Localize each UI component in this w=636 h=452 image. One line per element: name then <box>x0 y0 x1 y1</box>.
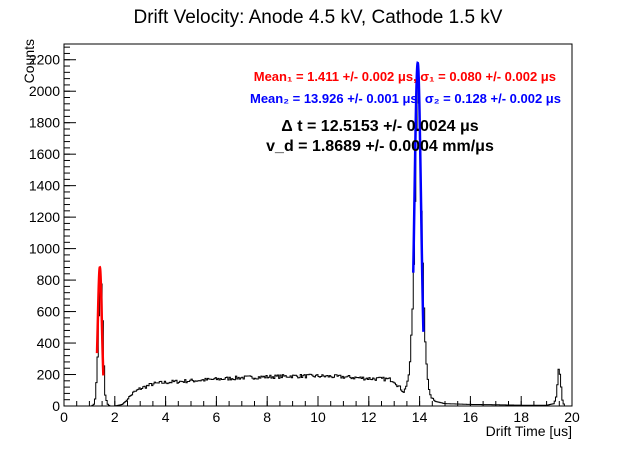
x-tick-label: 8 <box>263 409 271 425</box>
y-tick-label: 1000 <box>29 241 60 257</box>
chart-title: Drift Velocity: Anode 4.5 kV, Cathode 1.… <box>134 7 503 28</box>
histogram-series <box>64 63 572 407</box>
x-tick-label: 4 <box>162 409 170 425</box>
x-tick-label: 6 <box>213 409 221 425</box>
y-tick-label: 1600 <box>29 146 60 162</box>
y-tick-label: 0 <box>52 398 60 414</box>
x-tick-label: 12 <box>361 409 377 425</box>
y-tick-label: 200 <box>37 367 61 383</box>
x-tick-label: 16 <box>463 409 479 425</box>
y-tick-label: 1800 <box>29 115 60 131</box>
annotation-drift-velocity: v_d = 1.8689 +/- 0.0004 mm/μs <box>266 138 494 155</box>
gaussian-fit-2 <box>412 61 425 332</box>
x-tick-label: 18 <box>513 409 529 425</box>
y-tick-label: 800 <box>37 272 61 288</box>
annotation-delta-t: Δ t = 12.5153 +/- 0.0024 μs <box>281 118 479 135</box>
annotation-mean2: Mean₂ = 13.926 +/- 0.001 μs, σ₂ = 0.128 … <box>250 91 561 106</box>
x-tick-label: 20 <box>564 409 580 425</box>
x-tick-label: 10 <box>310 409 326 425</box>
x-tick-label: 2 <box>111 409 119 425</box>
y-tick-label: 600 <box>37 304 61 320</box>
x-tick-label: 0 <box>60 409 68 425</box>
y-tick-label: 2000 <box>29 83 60 99</box>
plot-area: 0 2 4 6 8 10 12 14 16 18 2002004006008001000120014… <box>29 43 580 425</box>
y-tick-label: 400 <box>37 335 61 351</box>
y-tick-label: 2200 <box>29 52 60 68</box>
x-axis-label: Drift Time [us] <box>486 423 572 439</box>
x-tick-label: 14 <box>412 409 428 425</box>
y-tick-label: 1400 <box>29 178 60 194</box>
gaussian-fit-1 <box>95 265 105 376</box>
y-tick-label: 1200 <box>29 209 60 225</box>
y-axis-label: Counts <box>21 39 37 83</box>
annotation-mean1: Mean₁ = 1.411 +/- 0.002 μs, σ₁ = 0.080 +… <box>254 69 556 84</box>
